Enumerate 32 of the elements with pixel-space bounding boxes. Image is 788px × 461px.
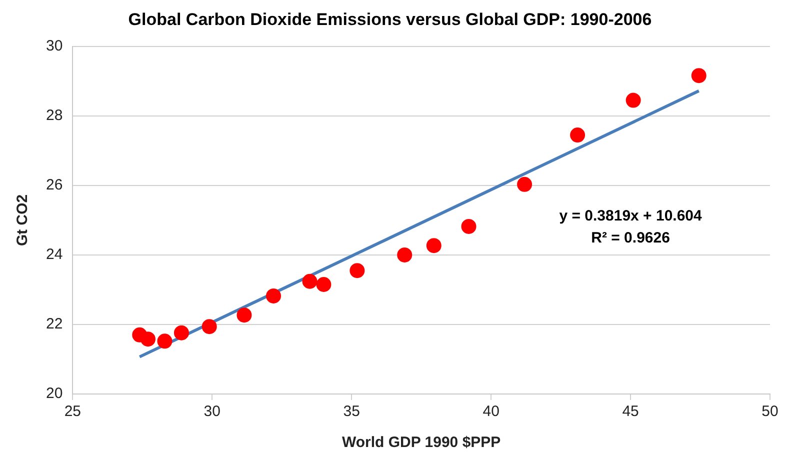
y-tick-label: 24: [46, 246, 63, 264]
point: [626, 92, 641, 108]
y-tick-label: 26: [46, 176, 63, 194]
point: [570, 128, 586, 143]
y-tick-label: 30: [46, 38, 63, 55]
point: [316, 277, 332, 292]
x-tick-label: 30: [204, 403, 220, 420]
point: [157, 334, 172, 349]
y-tick-label: 20: [46, 385, 63, 402]
x-axis-title: World GDP 1990 $PPP: [342, 434, 501, 452]
point: [426, 238, 442, 254]
chart-title: Global Carbon Dioxide Emissions versus Global GDP: 1990-2006: [128, 10, 652, 29]
point: [350, 263, 365, 278]
point: [461, 218, 476, 234]
x-tick-label: 35: [343, 403, 360, 420]
x-tick-label: 50: [762, 403, 778, 420]
x-tick-label: 25: [64, 403, 82, 420]
point: [302, 274, 318, 289]
point: [397, 247, 412, 262]
point: [691, 68, 706, 84]
y-tick-label: 22: [46, 316, 63, 333]
point: [266, 288, 282, 304]
point: [236, 308, 252, 323]
point: [517, 176, 532, 192]
y-tick-label: 28: [46, 107, 63, 124]
x-tick-label: 40: [482, 403, 500, 420]
y-axis-title: Gt CO2: [14, 194, 32, 246]
annotation: y = 0.3819x + 10.604 R² = 0.9626: [559, 207, 703, 246]
point: [202, 319, 217, 334]
x-tick-label: 45: [622, 403, 639, 420]
point: [140, 332, 156, 347]
point: [174, 325, 189, 340]
